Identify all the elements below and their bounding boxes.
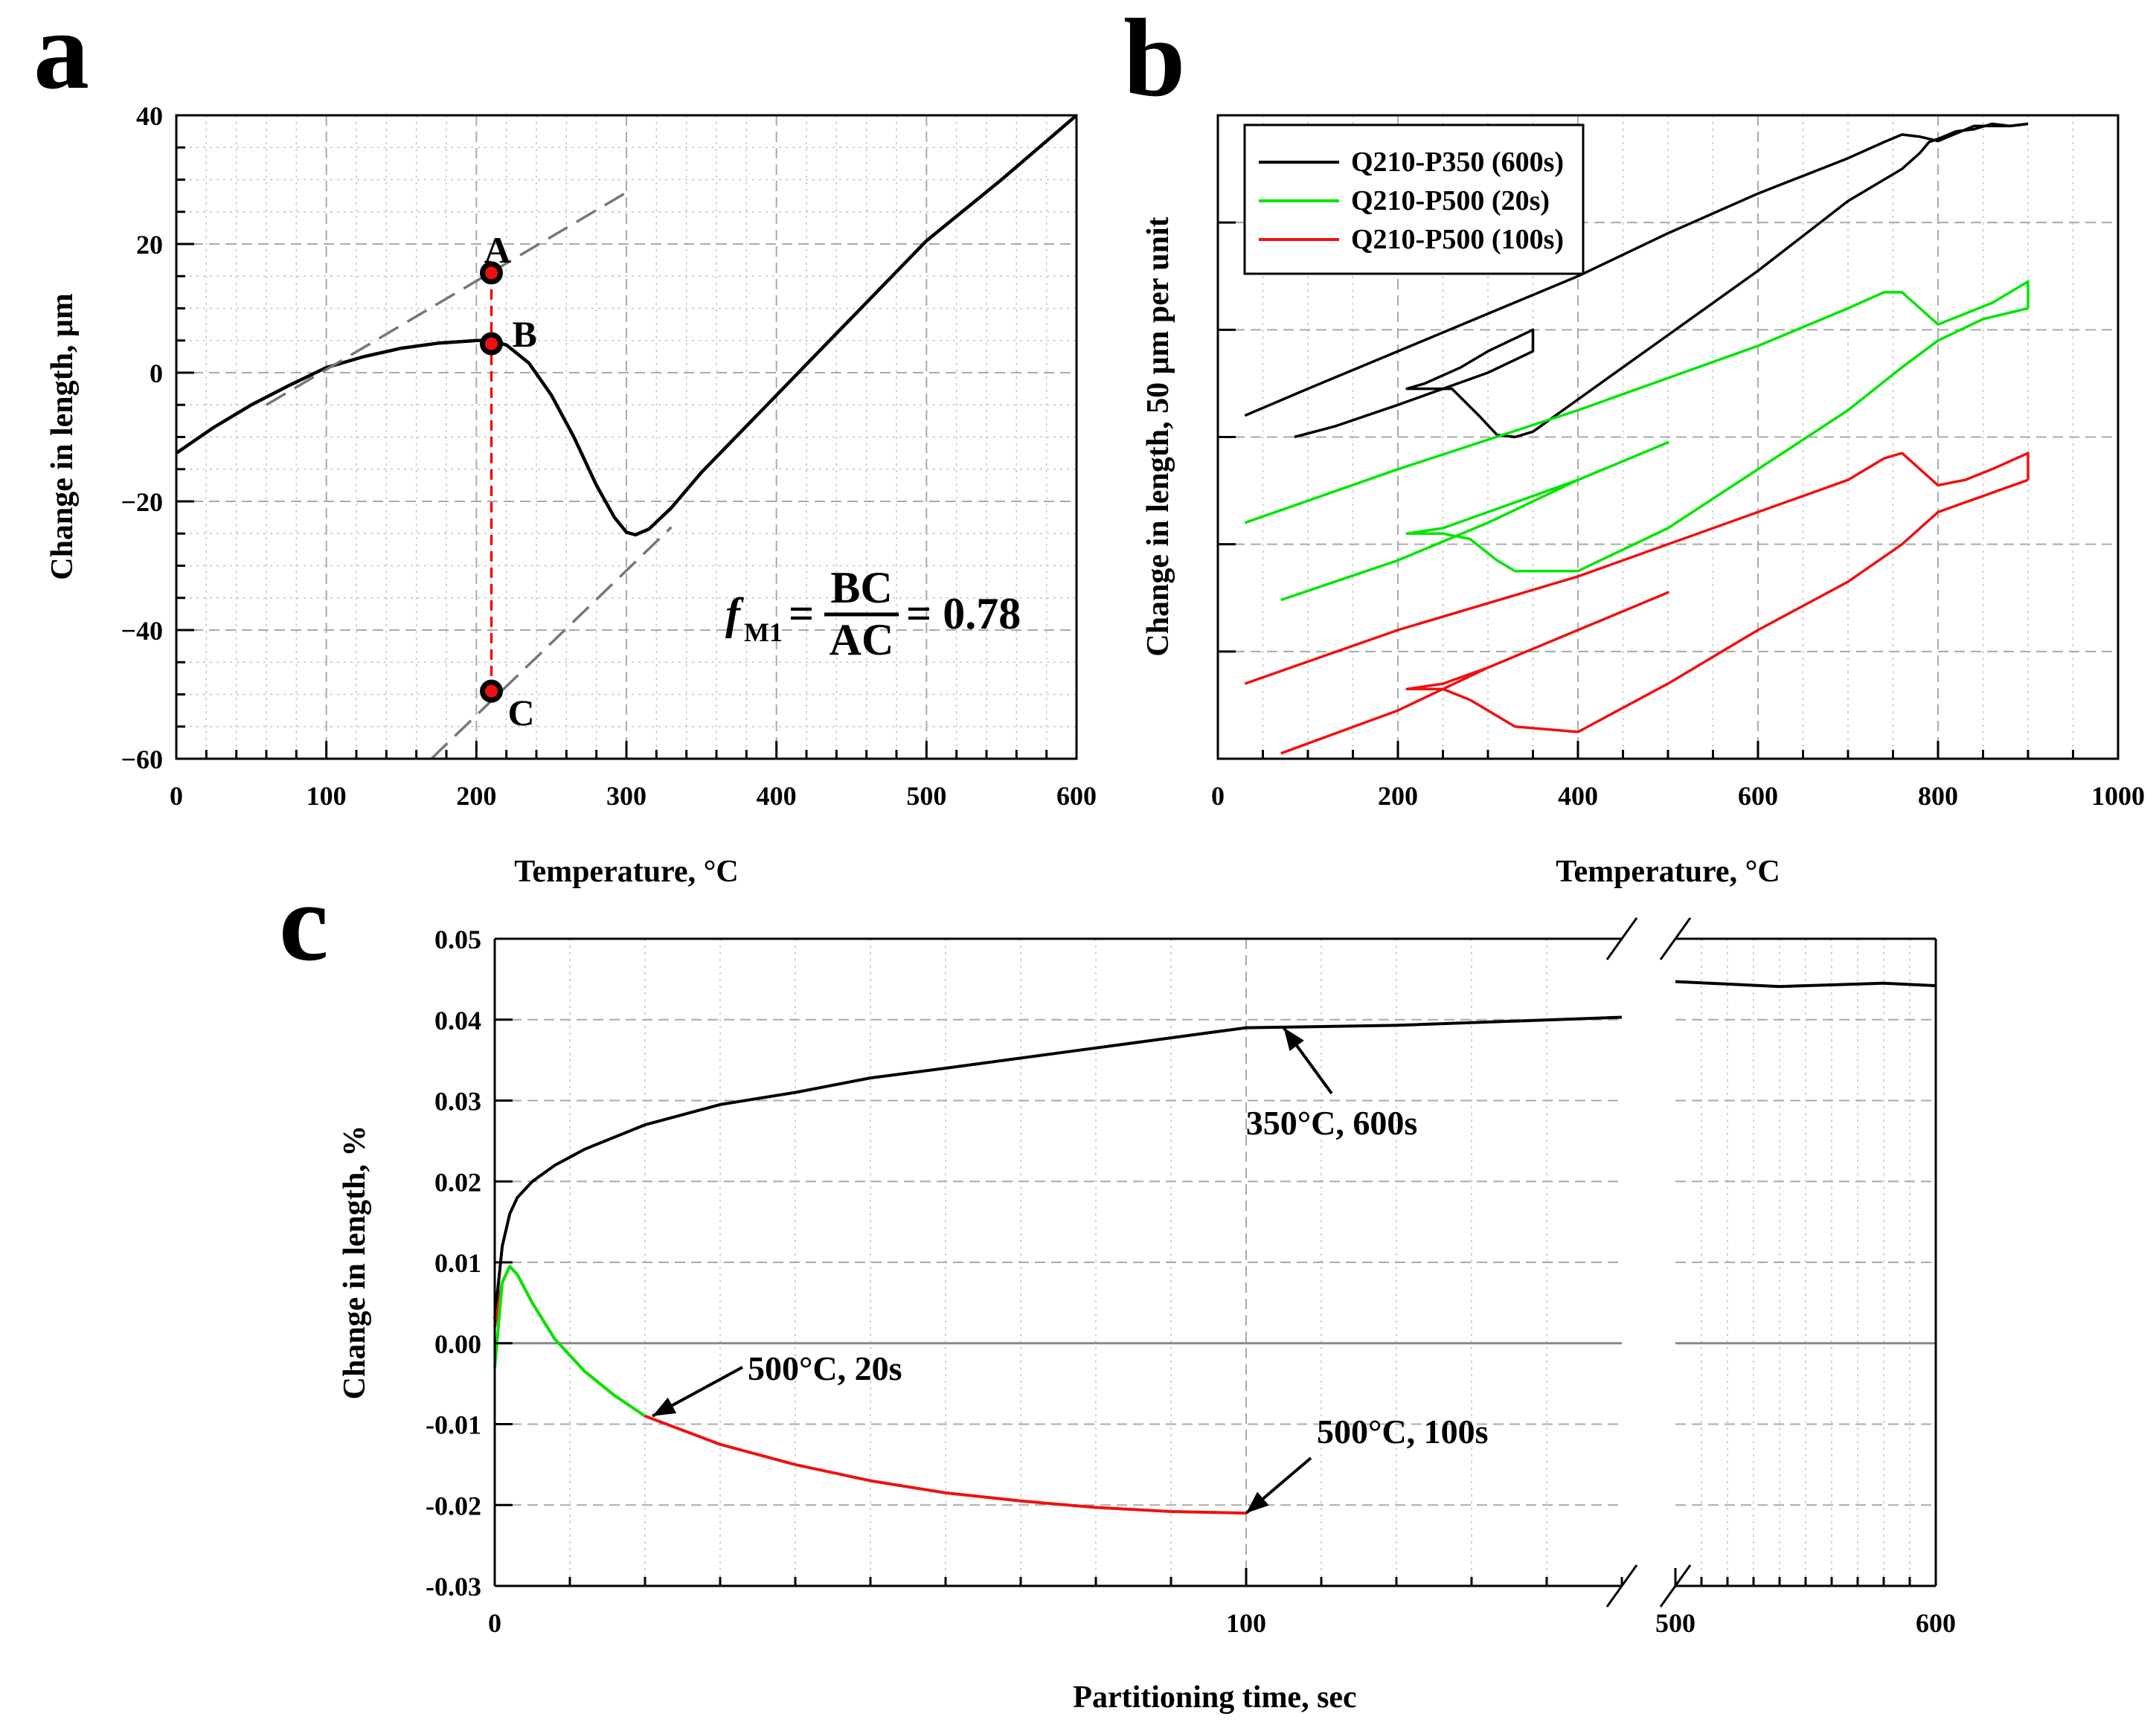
tick-label-x: 500 — [1655, 1608, 1695, 1638]
tick-label-y: 0.03 — [434, 1087, 481, 1117]
tick-label-y: 0 — [150, 359, 163, 388]
panel-b-series — [1244, 122, 2030, 755]
tick-label-x: 200 — [1378, 781, 1418, 811]
tick-label-y: −40 — [121, 616, 163, 646]
annotation-arrowhead — [1283, 1027, 1304, 1051]
equation-equals: = — [789, 589, 814, 638]
panel-a-grid — [176, 115, 1077, 759]
tick-label-x: 200 — [456, 781, 496, 811]
equation-value: = 0.78 — [906, 589, 1021, 638]
annotation-label: 500°C, 20s — [748, 1349, 902, 1387]
annotation-arrowhead — [652, 1397, 677, 1416]
panel-letter-b: b — [1123, 0, 1185, 120]
point-a — [480, 261, 503, 285]
panel-b-chart: 0 200 400 600 800 1000 Temperature, °C Change… — [1141, 114, 2145, 889]
axis-break-mark — [1605, 917, 1638, 960]
tick-label-x: 0 — [170, 781, 183, 811]
series-line-q210-p500-100s-cooling — [1280, 478, 2029, 755]
axis-break-mark — [1659, 917, 1692, 960]
tick-label-x: 400 — [1558, 781, 1598, 811]
panel-c-chart: 0.05 0.04 0.03 0.02 0.01 0.00 -0.01 -0.02 -0.030… — [338, 917, 1956, 1715]
point-label-a: A — [484, 229, 511, 271]
panel-c-annotations: 350°C, 600s 500°C, 20s 500°C, 100s — [652, 1027, 1489, 1515]
panel-c-ticks: 0.05 0.04 0.03 0.02 0.01 0.00 -0.01 -0.02 -0.030… — [426, 925, 1956, 1638]
legend-label-q210-p500-20s: Q210-P500 (20s) — [1351, 185, 1550, 216]
panel-letter-a: a — [33, 0, 89, 112]
tick-label-y: -0.02 — [426, 1491, 481, 1520]
tick-label-x: 400 — [757, 781, 797, 811]
tick-label-y: −60 — [121, 745, 163, 774]
tick-label-y: 0.05 — [434, 925, 481, 954]
series-line-lower-tangent — [430, 526, 673, 760]
point-label-b: B — [513, 313, 537, 355]
panel-b-ticks: 0 200 400 600 800 1000 — [1211, 114, 2145, 811]
legend-label-q210-p350-600s: Q210-P350 (600s) — [1351, 147, 1564, 178]
tick-label-y: -0.01 — [426, 1410, 481, 1440]
point-b — [480, 332, 503, 356]
tick-label-y: 0.01 — [434, 1248, 481, 1278]
annotation-label: 350°C, 600s — [1246, 1104, 1418, 1142]
tick-label-x: 0 — [1211, 781, 1225, 811]
series-line-q210-p500-100s- — [1244, 452, 2030, 685]
point-label-c: C — [508, 692, 535, 733]
tick-label-y: 20 — [136, 230, 163, 260]
panel-b-legend: Q210-P350 (600s) Q210-P500 (20s) Q210-P5… — [1243, 123, 1585, 275]
equation-denominator: AC — [830, 615, 894, 664]
tick-label-y: −20 — [121, 487, 163, 517]
panel-c-frame — [493, 917, 1937, 1607]
tick-label-x: 1000 — [2091, 781, 2145, 811]
tick-label-y: 0.04 — [434, 1006, 481, 1035]
tick-label-x: 0 — [488, 1608, 501, 1638]
equation-numerator: BC — [830, 563, 892, 612]
panel-c-series — [493, 980, 1937, 1515]
annotation-label: 500°C, 100s — [1317, 1413, 1489, 1451]
panel-c-ylabel: Change in length, % — [338, 1125, 372, 1400]
series-line-350-c-600s — [493, 1015, 1623, 1320]
tick-label-x: 600 — [1916, 1608, 1956, 1638]
tick-label-x: 300 — [606, 781, 647, 811]
point-c — [480, 679, 503, 703]
series-line-350-c-600s-right — [1675, 980, 1937, 989]
tick-label-y: 40 — [136, 101, 163, 131]
tick-label-x: 600 — [1056, 781, 1097, 811]
panel-b-xlabel: Temperature, °C — [1556, 855, 1780, 889]
tick-label-y: 0.00 — [434, 1329, 481, 1359]
legend-label-q210-p500-100s: Q210-P500 (100s) — [1351, 224, 1564, 255]
tick-label-x: 500 — [906, 781, 946, 811]
panel-a-points: AB C — [480, 229, 537, 733]
panel-b-ylabel: Change in length, 50 μm per unit — [1141, 216, 1175, 656]
panel-a-xlabel: Temperature, °C — [514, 855, 738, 889]
series-line-q210-p350-cooling — [1294, 122, 2029, 439]
tick-label-x: 100 — [1226, 1608, 1266, 1638]
panel-c-xlabel: Partitioning time, sec — [1073, 1680, 1356, 1715]
panel-a-ylabel: Change in length, μm — [45, 293, 80, 580]
series-line-q210-p500-20s- — [1244, 280, 2030, 524]
panel-letter-c: c — [279, 861, 329, 984]
series-line-upper-tangent — [266, 191, 627, 406]
tick-label-x: 100 — [307, 781, 347, 811]
tick-label-x: 600 — [1738, 781, 1778, 811]
annotation-arrowhead — [1246, 1491, 1269, 1514]
tick-label-x: 800 — [1918, 781, 1958, 811]
tick-label-y: -0.03 — [426, 1572, 481, 1602]
tick-label-y: 0.02 — [434, 1167, 481, 1197]
equation-subscript: M1 — [744, 617, 783, 647]
series-line-500-c-20s — [493, 1265, 647, 1418]
series-line-q210-p500-cooling — [1280, 306, 2029, 602]
